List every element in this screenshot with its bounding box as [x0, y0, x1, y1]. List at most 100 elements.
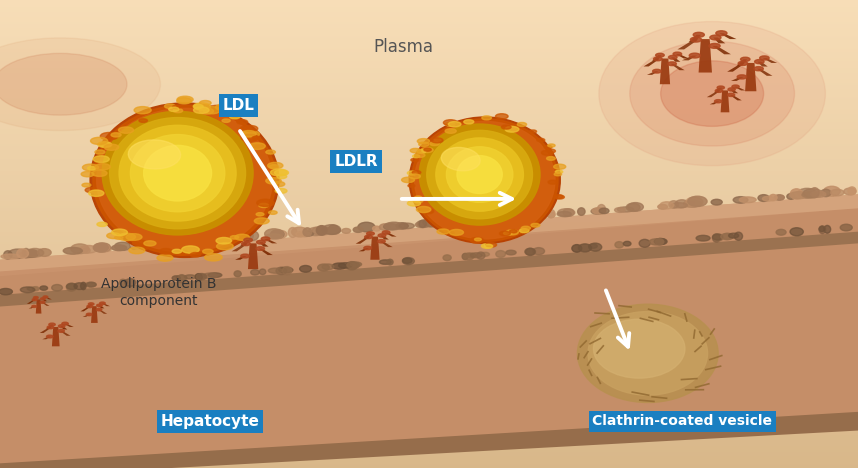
Ellipse shape: [332, 263, 347, 269]
Ellipse shape: [114, 242, 131, 250]
Ellipse shape: [33, 297, 39, 299]
Text: Apolipoprotein B
component: Apolipoprotein B component: [101, 278, 216, 307]
Ellipse shape: [599, 208, 609, 213]
Ellipse shape: [686, 197, 703, 207]
Ellipse shape: [85, 282, 96, 287]
Ellipse shape: [467, 253, 476, 258]
Ellipse shape: [254, 146, 263, 149]
Ellipse shape: [424, 148, 432, 151]
Ellipse shape: [688, 196, 707, 206]
Ellipse shape: [408, 184, 415, 187]
Ellipse shape: [104, 144, 118, 150]
Ellipse shape: [24, 250, 39, 257]
Polygon shape: [660, 58, 670, 84]
Ellipse shape: [776, 229, 786, 235]
Ellipse shape: [40, 286, 47, 290]
Ellipse shape: [241, 134, 258, 141]
Ellipse shape: [553, 164, 565, 169]
Ellipse shape: [202, 249, 213, 254]
Ellipse shape: [525, 248, 535, 256]
Ellipse shape: [87, 282, 96, 287]
Ellipse shape: [216, 237, 232, 244]
Ellipse shape: [431, 138, 443, 143]
Polygon shape: [371, 236, 379, 260]
Ellipse shape: [734, 232, 742, 241]
Ellipse shape: [709, 44, 720, 48]
Ellipse shape: [46, 335, 53, 338]
Ellipse shape: [40, 301, 45, 303]
Ellipse shape: [112, 229, 128, 235]
Ellipse shape: [292, 227, 307, 237]
Ellipse shape: [210, 105, 221, 110]
Ellipse shape: [544, 146, 552, 149]
Ellipse shape: [470, 237, 484, 243]
Ellipse shape: [421, 147, 433, 153]
Ellipse shape: [33, 299, 37, 300]
Ellipse shape: [689, 53, 700, 58]
Ellipse shape: [102, 111, 253, 235]
Ellipse shape: [47, 326, 53, 329]
Ellipse shape: [350, 262, 361, 267]
Ellipse shape: [728, 93, 734, 96]
Ellipse shape: [432, 219, 450, 226]
Ellipse shape: [414, 196, 421, 199]
Text: Clathrin-coated vesicle: Clathrin-coated vesicle: [592, 414, 772, 428]
Ellipse shape: [365, 235, 372, 239]
Ellipse shape: [639, 239, 650, 247]
Polygon shape: [719, 33, 736, 39]
Ellipse shape: [661, 61, 764, 126]
Ellipse shape: [157, 255, 173, 261]
Ellipse shape: [195, 274, 205, 279]
Ellipse shape: [464, 120, 474, 124]
Ellipse shape: [819, 226, 825, 234]
Ellipse shape: [190, 252, 201, 257]
Ellipse shape: [296, 232, 311, 237]
Polygon shape: [63, 324, 74, 327]
Ellipse shape: [506, 250, 517, 255]
Polygon shape: [682, 56, 697, 60]
Ellipse shape: [737, 75, 746, 79]
Polygon shape: [42, 299, 47, 301]
Ellipse shape: [414, 121, 555, 239]
Ellipse shape: [270, 230, 284, 239]
Polygon shape: [232, 244, 248, 251]
Ellipse shape: [577, 304, 718, 402]
Ellipse shape: [443, 255, 451, 261]
Ellipse shape: [803, 189, 822, 197]
Ellipse shape: [379, 224, 390, 230]
Ellipse shape: [244, 238, 252, 242]
Ellipse shape: [222, 119, 230, 123]
Ellipse shape: [378, 234, 386, 237]
Ellipse shape: [66, 283, 76, 291]
Ellipse shape: [134, 107, 151, 114]
Ellipse shape: [364, 246, 372, 249]
Ellipse shape: [484, 244, 492, 248]
Ellipse shape: [110, 117, 245, 229]
Ellipse shape: [790, 189, 803, 199]
Ellipse shape: [656, 53, 664, 57]
Ellipse shape: [130, 240, 148, 249]
Ellipse shape: [120, 279, 127, 285]
Ellipse shape: [322, 264, 334, 270]
Ellipse shape: [172, 249, 182, 253]
Ellipse shape: [420, 124, 540, 225]
Polygon shape: [259, 242, 269, 247]
Ellipse shape: [322, 225, 341, 234]
Ellipse shape: [819, 227, 825, 232]
Ellipse shape: [194, 104, 203, 109]
Ellipse shape: [547, 210, 555, 218]
Ellipse shape: [1, 254, 20, 259]
Ellipse shape: [624, 241, 631, 246]
Ellipse shape: [27, 287, 39, 291]
Polygon shape: [86, 304, 93, 308]
Polygon shape: [712, 46, 731, 54]
Ellipse shape: [412, 119, 558, 241]
Ellipse shape: [592, 208, 606, 214]
Ellipse shape: [438, 218, 455, 226]
Ellipse shape: [9, 249, 27, 258]
Ellipse shape: [118, 127, 134, 133]
Ellipse shape: [172, 276, 180, 280]
Ellipse shape: [553, 195, 563, 198]
Ellipse shape: [269, 165, 279, 168]
Ellipse shape: [655, 239, 667, 245]
